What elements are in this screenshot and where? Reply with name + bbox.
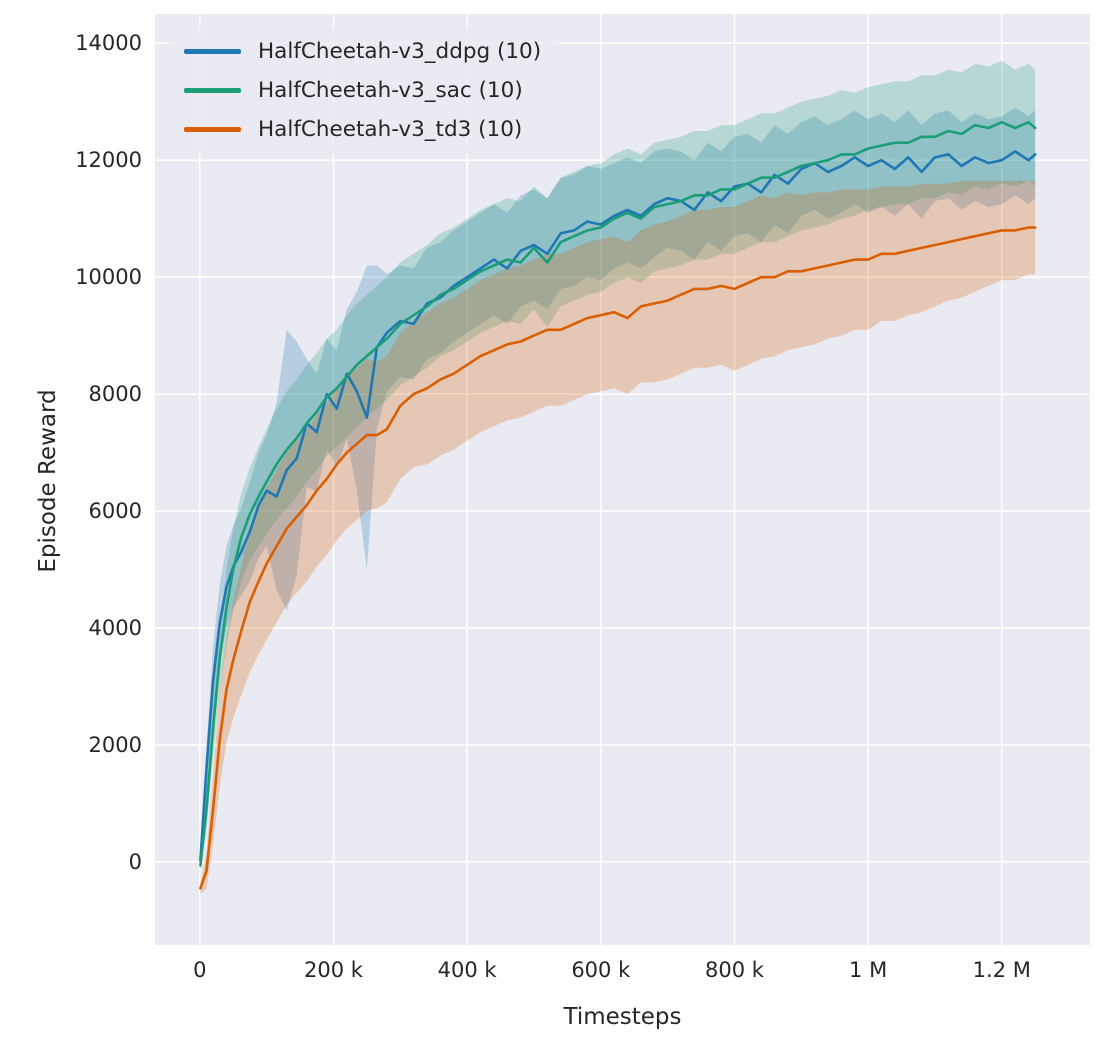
- legend-swatch-sac: [184, 87, 241, 93]
- legend-item-ddpg: HalfCheetah-v3_ddpg (10): [184, 36, 541, 66]
- legend-label-ddpg: HalfCheetah-v3_ddpg (10): [258, 38, 542, 64]
- y-tick-label: 6000: [89, 499, 142, 523]
- legend-label-sac: HalfCheetah-v3_sac (10): [258, 77, 523, 103]
- mean-line: [199, 150, 1037, 862]
- plot-panel: [155, 14, 1090, 945]
- y-axis-title: Episode Reward: [35, 389, 61, 573]
- x-axis-title: Timesteps: [563, 1004, 682, 1030]
- y-tick-label: 0: [129, 850, 142, 874]
- y-tick-label: 8000: [89, 382, 142, 406]
- legend-label-td3: HalfCheetah-v3_td3 (10): [258, 116, 523, 142]
- x-tick-label: 1 M: [849, 958, 887, 982]
- y-tick-label: 12000: [75, 148, 142, 172]
- mean-line: [199, 120, 1037, 867]
- y-tick-label: 14000: [75, 31, 142, 55]
- y-tick-label: 2000: [89, 733, 142, 757]
- legend-item-sac: HalfCheetah-v3_sac (10): [184, 75, 541, 105]
- confidence-band: [200, 180, 1036, 895]
- legend-swatch-td3: [184, 126, 241, 132]
- x-tick-label: 1.2 M: [973, 958, 1031, 982]
- mean-line: [199, 226, 1037, 890]
- x-tick-label: 200 k: [304, 958, 364, 982]
- legend-swatch-ddpg: [184, 48, 241, 54]
- x-tick-label: 600 k: [571, 958, 631, 982]
- legend-item-td3: HalfCheetah-v3_td3 (10): [184, 114, 541, 144]
- y-tick-label: 4000: [89, 616, 142, 640]
- x-tick-label: 0: [193, 958, 206, 982]
- chart-legend: HalfCheetah-v3_ddpg (10) HalfCheetah-v3_…: [170, 26, 560, 154]
- y-tick-label: 10000: [75, 265, 142, 289]
- confidence-band: [200, 60, 1036, 870]
- x-tick-label: 800 k: [705, 958, 765, 982]
- x-tick-label: 400 k: [438, 958, 498, 982]
- confidence-band: [200, 107, 1036, 870]
